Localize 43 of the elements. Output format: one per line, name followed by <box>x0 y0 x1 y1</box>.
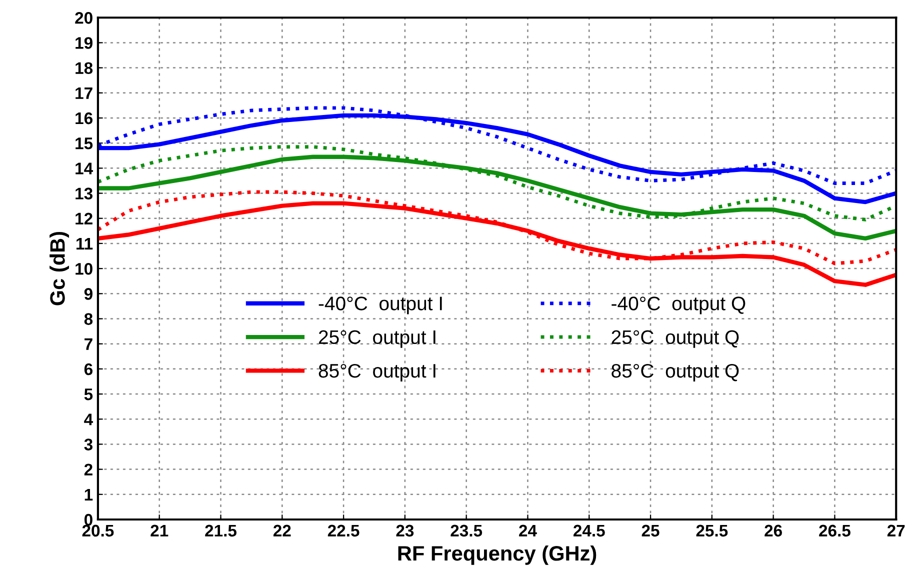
y-tick-label: 10 <box>76 262 92 275</box>
x-tick-label: 27 <box>887 524 905 536</box>
y-tick-label: 6 <box>84 363 92 376</box>
y-tick-label: 7 <box>84 338 92 350</box>
y-tick-label: 15 <box>76 138 93 150</box>
x-tick-label: 24.5 <box>573 524 605 537</box>
y-tick-label: 9 <box>84 288 92 300</box>
x-tick-label: 21 <box>150 524 168 536</box>
legend-label: 25°C output I <box>318 330 436 348</box>
y-tick-label: 14 <box>76 162 94 174</box>
y-tick-label: 20 <box>75 12 92 24</box>
y-tick-label: 13 <box>76 188 92 200</box>
x-tick-label: 26.5 <box>819 524 850 537</box>
x-tick-label: 22 <box>273 524 291 536</box>
legend-label: 25°C output Q <box>612 330 739 348</box>
y-tick-label: 8 <box>84 313 93 325</box>
y-axis-title: Gc (dB) <box>50 232 70 306</box>
y-tick-label: 1 <box>84 488 93 500</box>
x-tick-label: 25.5 <box>696 524 728 537</box>
x-tick-label: 24 <box>519 524 537 536</box>
legend-label: -40°C output I <box>318 296 442 314</box>
legend-label: -40°C output Q <box>612 296 746 314</box>
y-tick-label: 12 <box>76 212 92 224</box>
legend-label: 85°C output I <box>318 364 436 382</box>
y-tick-label: 5 <box>84 388 93 400</box>
y-tick-label: 0 <box>84 514 92 526</box>
x-tick-label: 26 <box>764 524 782 537</box>
y-tick-label: 16 <box>76 112 92 124</box>
x-tick-label: 25 <box>642 524 660 537</box>
legend-label: 85°C output Q <box>612 364 739 382</box>
x-tick-label: 23.5 <box>450 524 482 537</box>
y-tick-label: 11 <box>76 238 93 250</box>
x-axis-title: RF Frequency (GHz) <box>398 545 596 565</box>
y-tick-label: 2 <box>84 464 92 476</box>
x-tick-label: 23 <box>396 524 414 537</box>
y-tick-label: 17 <box>76 87 92 99</box>
y-tick-label: 19 <box>76 37 92 49</box>
x-tick-label: 22.5 <box>328 524 360 537</box>
y-tick-label: 4 <box>84 414 94 426</box>
y-tick-label: 18 <box>76 62 93 74</box>
x-tick-label: 20.5 <box>82 524 114 537</box>
x-tick-label: 21.5 <box>205 524 237 537</box>
y-tick-label: 3 <box>84 438 92 450</box>
